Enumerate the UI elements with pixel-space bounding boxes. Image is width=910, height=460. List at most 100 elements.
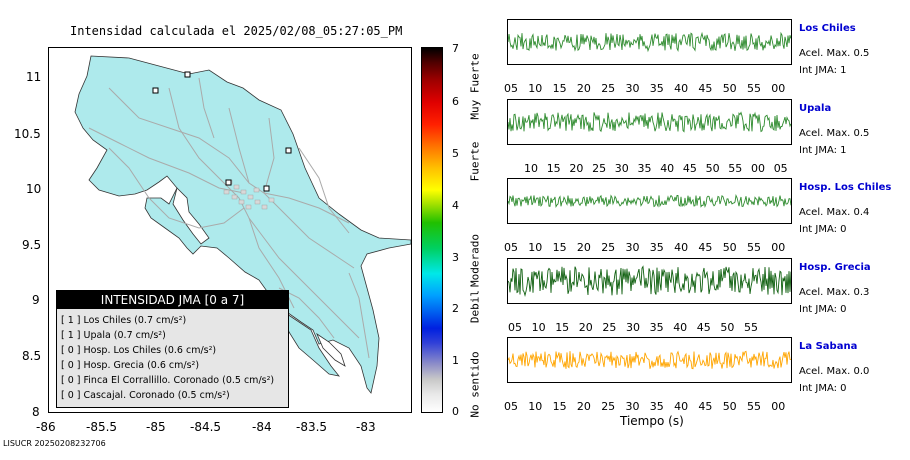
time-tick-label: 50 bbox=[722, 400, 737, 413]
time-tick-label: 00 bbox=[771, 400, 786, 413]
time-tick-label: 35 bbox=[649, 400, 664, 413]
colorbar-number: 0 bbox=[452, 405, 459, 418]
waveform-trace[interactable] bbox=[507, 258, 792, 304]
colorbar-number: 6 bbox=[452, 95, 459, 108]
jma-intensity: Int JMA: 0 bbox=[799, 383, 847, 394]
x-tick-label: -83 bbox=[356, 420, 376, 434]
y-tick-label: 9 bbox=[32, 293, 40, 307]
time-tick-label: 20 bbox=[576, 241, 591, 254]
waveform-trace[interactable] bbox=[507, 337, 792, 383]
legend-row: [ 0 ] Hosp. Grecia (0.6 cm/s²) bbox=[61, 360, 200, 371]
time-tick-label: 05 bbox=[504, 400, 518, 413]
waveform-signal bbox=[508, 111, 791, 133]
time-tick-label: 00 bbox=[751, 162, 765, 175]
time-tick-label: 10 bbox=[528, 400, 543, 413]
time-tick-label: 40 bbox=[674, 400, 689, 413]
jma-intensity: Int JMA: 1 bbox=[799, 65, 847, 76]
legend-row: [ 0 ] Cascajal. Coronado (0.5 cm/s²) bbox=[61, 390, 230, 401]
time-tick-label: 15 bbox=[552, 82, 567, 95]
time-tick-label: 05 bbox=[508, 321, 522, 334]
legend-header: INTENSIDAD JMA [0 a 7] bbox=[57, 291, 288, 309]
colorbar-label-muy-fuerte: Muy Fuerte bbox=[468, 53, 482, 120]
jma-intensity: Int JMA: 1 bbox=[799, 145, 847, 156]
station-name[interactable]: Hosp. Los Chiles bbox=[799, 182, 892, 193]
max-acceleration: Acel. Max. 0.3 bbox=[799, 287, 870, 298]
time-tick-label: 00 bbox=[771, 82, 786, 95]
colorbar-number: 7 bbox=[452, 42, 459, 55]
waveform-trace[interactable] bbox=[507, 178, 792, 224]
waveform-trace[interactable] bbox=[507, 99, 792, 145]
time-tick-label: 15 bbox=[555, 321, 570, 334]
time-tick-label: 35 bbox=[649, 82, 664, 95]
time-tick-label: 05 bbox=[504, 82, 518, 95]
jma-intensity: Int JMA: 0 bbox=[799, 304, 847, 315]
map-title: Intensidad calculada el 2025/02/08_05:27… bbox=[70, 24, 403, 38]
waveform-signal bbox=[508, 350, 791, 370]
x-tick-label: -85.5 bbox=[86, 420, 118, 434]
time-tick-label: 35 bbox=[637, 162, 652, 175]
waveform-line bbox=[508, 350, 791, 370]
time-tick-label: 25 bbox=[601, 400, 616, 413]
max-acceleration: Acel. Max. 0.0 bbox=[799, 366, 870, 377]
time-tick-label: 45 bbox=[698, 82, 713, 95]
waveform-signal bbox=[508, 31, 791, 53]
station-markers bbox=[152, 71, 292, 192]
time-tick-label: 10 bbox=[524, 162, 538, 175]
time-tick-label: 55 bbox=[747, 241, 761, 254]
waveform-line bbox=[508, 31, 791, 53]
time-tick-label: 00 bbox=[771, 241, 786, 254]
time-tick-label: 10 bbox=[528, 82, 543, 95]
time-tick-label: 55 bbox=[744, 321, 758, 334]
time-tick-label: 20 bbox=[578, 321, 593, 334]
y-tick-label: 8 bbox=[32, 405, 40, 419]
legend-row: [ 0 ] Hosp. Los Chiles (0.6 cm/s²) bbox=[61, 345, 217, 356]
x-tick-label: -84 bbox=[252, 420, 272, 434]
intensity-legend: INTENSIDAD JMA [0 a 7] [ 1 ] Los Chiles … bbox=[56, 290, 289, 408]
intensity-colorbar bbox=[421, 47, 443, 413]
colorbar-number: 2 bbox=[452, 302, 459, 315]
time-tick-label: 40 bbox=[674, 241, 689, 254]
time-tick-label: 40 bbox=[660, 162, 675, 175]
time-tick-label: 55 bbox=[747, 400, 761, 413]
colorbar-number: 5 bbox=[452, 147, 459, 160]
time-tick-label: 25 bbox=[601, 82, 616, 95]
time-tick-label: 30 bbox=[625, 241, 640, 254]
y-tick-label: 11 bbox=[26, 70, 42, 84]
time-tick-label: 30 bbox=[626, 321, 640, 334]
time-tick-label: 15 bbox=[546, 162, 561, 175]
colorbar-label-fuerte: Fuerte bbox=[468, 141, 482, 182]
station-name[interactable]: Los Chiles bbox=[799, 23, 856, 34]
time-tick-label: 45 bbox=[698, 400, 713, 413]
time-tick-label: 30 bbox=[625, 82, 640, 95]
time-tick-label: 10 bbox=[528, 241, 543, 254]
time-tick-label: 25 bbox=[592, 162, 607, 175]
nicoya-inlet bbox=[172, 187, 210, 245]
colorbar-number: 4 bbox=[452, 199, 459, 212]
y-tick-label: 9.5 bbox=[22, 238, 42, 252]
time-tick-label: 50 bbox=[722, 82, 737, 95]
time-tick-label: 30 bbox=[614, 162, 629, 175]
waveform-trace[interactable] bbox=[507, 19, 792, 65]
time-tick-label: 20 bbox=[576, 400, 591, 413]
legend-row: [ 0 ] Finca El Corrallillo. Coronado (0.… bbox=[61, 375, 275, 386]
time-tick-label: 25 bbox=[601, 241, 616, 254]
legend-row: [ 1 ] Los Chiles (0.7 cm/s²) bbox=[61, 315, 187, 326]
time-tick-label: 40 bbox=[673, 321, 688, 334]
time-tick-label: 35 bbox=[649, 241, 664, 254]
time-tick-label: 45 bbox=[698, 241, 713, 254]
jma-intensity: Int JMA: 0 bbox=[799, 224, 847, 235]
x-tick-label: -83.5 bbox=[296, 420, 328, 434]
colorbar-label-debil: Debil bbox=[468, 289, 482, 324]
waveform-signal bbox=[508, 265, 791, 298]
time-tick-label: 55 bbox=[747, 82, 761, 95]
y-tick-label: 8.5 bbox=[22, 349, 42, 363]
max-acceleration: Acel. Max. 0.5 bbox=[799, 48, 870, 59]
colorbar-number: 1 bbox=[452, 354, 459, 367]
costa-rica-map bbox=[74, 55, 411, 394]
station-name[interactable]: Upala bbox=[799, 103, 832, 114]
max-acceleration: Acel. Max. 0.4 bbox=[799, 207, 870, 218]
station-name[interactable]: La Sabana bbox=[799, 341, 858, 352]
station-name[interactable]: Hosp. Grecia bbox=[799, 262, 871, 273]
time-tick-label: 50 bbox=[720, 321, 735, 334]
road-network bbox=[88, 77, 370, 359]
